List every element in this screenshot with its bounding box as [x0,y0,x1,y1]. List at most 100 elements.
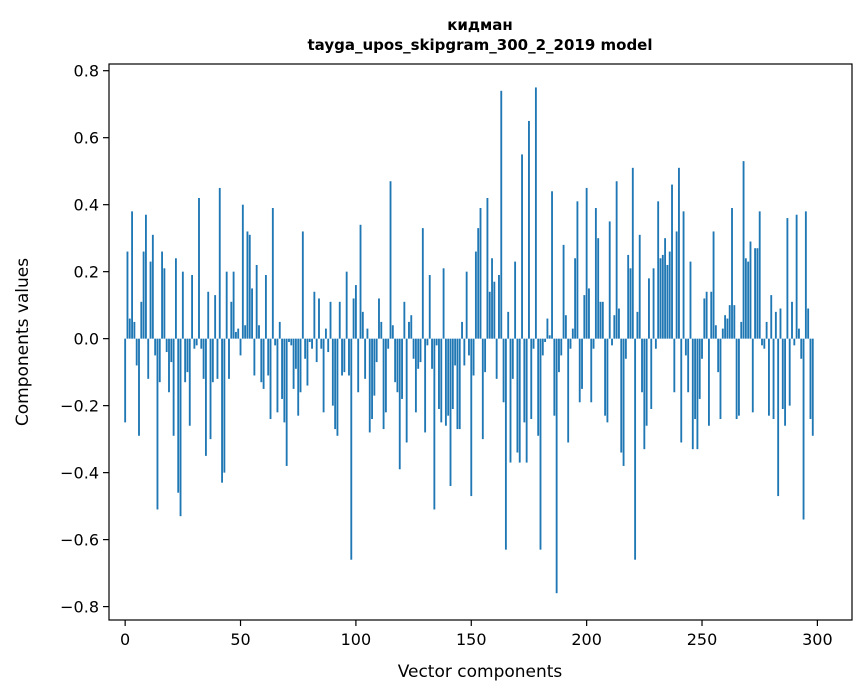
bar-component-167 [509,338,512,463]
bar-component-54 [248,234,251,339]
x-tick-label: 200 [571,630,602,649]
bar-component-215 [620,338,623,453]
bar-component-244 [687,338,690,393]
bar-component-83 [315,338,318,363]
bar-component-199 [583,295,586,339]
bar-component-28 [188,338,191,426]
bar-component-110 [378,298,380,339]
bar-component-221 [634,338,637,560]
y-tick-label: 0.2 [74,263,99,282]
bar-component-55 [251,288,253,339]
bar-component-52 [244,325,247,339]
bar-component-25 [181,271,184,339]
bar-component-231 [657,201,660,339]
bar-component-174 [525,338,528,463]
bar-component-43 [223,338,226,473]
bar-component-232 [659,258,662,339]
bar-component-66 [276,338,279,413]
bar-component-134 [433,338,436,510]
bar-component-135 [435,338,438,346]
bar-component-102 [359,224,362,339]
bar-component-276 [761,338,763,346]
bar-component-2 [128,318,131,339]
y-tick-label: 0.6 [74,129,99,148]
bar-component-279 [768,338,770,416]
bar-component-56 [253,338,256,376]
bar-component-290 [793,338,796,346]
bar-component-296 [807,308,810,339]
bar-component-225 [643,338,646,450]
bar-component-164 [502,338,505,403]
bar-component-95 [343,338,346,373]
bar-component-97 [348,338,350,376]
bar-component-130 [424,338,427,433]
bar-component-242 [682,211,685,339]
bar-component-288 [788,338,791,406]
bar-component-37 [209,338,212,440]
bar-component-175 [528,120,530,339]
bar-component-86 [322,338,325,413]
bar-component-22 [174,258,177,339]
bar-component-101 [357,338,360,393]
bar-component-109 [375,338,378,363]
bar-component-196 [576,201,579,339]
bar-component-163 [500,90,503,339]
bar-component-137 [440,338,443,423]
bar-component-230 [654,338,657,349]
bar-component-239 [675,231,678,339]
bar-component-91 [334,338,337,430]
bar-component-183 [546,318,549,339]
bar-component-31 [195,338,198,346]
bar-component-118 [396,338,399,393]
x-tick-label: 300 [802,630,833,649]
bar-component-79 [306,338,309,386]
bar-component-152 [474,251,477,339]
bar-component-62 [267,338,270,376]
bar-component-59 [260,338,263,383]
bar-component-47 [232,271,235,339]
bar-component-21 [172,338,175,436]
bar-component-297 [809,338,812,420]
bar-component-128 [419,338,422,363]
bar-component-277 [763,338,766,349]
bar-component-4 [133,321,136,339]
bar-component-295 [804,211,807,339]
chart-title: кидман [447,16,513,34]
bar-component-217 [624,338,627,359]
bar-component-212 [613,315,616,339]
bar-component-252 [705,291,708,339]
bar-component-236 [668,251,671,339]
bar-component-206 [599,301,602,339]
bar-component-155 [481,338,484,440]
bar-component-194 [571,328,574,339]
bar-component-141 [449,338,452,487]
y-tick-label: 0.4 [74,196,99,215]
bar-component-153 [477,228,480,339]
bar-component-223 [638,234,641,339]
bar-component-150 [470,338,473,497]
bar-component-282 [774,311,777,339]
bar-component-177 [532,338,535,349]
bar-component-17 [163,268,166,339]
y-axis-label: Components values [13,258,33,426]
bar-component-129 [421,228,424,339]
bar-component-42 [221,338,223,483]
bar-component-238 [673,338,676,393]
bar-component-74 [294,338,297,369]
bar-component-235 [666,264,669,339]
bar-component-260 [724,315,727,339]
x-tick-label: 0 [120,630,130,649]
bar-component-154 [479,208,482,339]
bar-component-78 [304,338,307,359]
bar-component-161 [495,338,498,379]
plot-area-frame [108,63,853,621]
bar-component-87 [324,328,327,339]
bar-component-136 [438,338,440,409]
bar-component-158 [488,291,491,339]
bar-component-48 [234,331,237,339]
bar-component-11 [149,261,152,339]
y-tick-label: 0.8 [74,62,99,81]
bar-component-70 [285,338,288,466]
bar-component-259 [721,328,724,339]
bar-component-32 [198,197,200,339]
